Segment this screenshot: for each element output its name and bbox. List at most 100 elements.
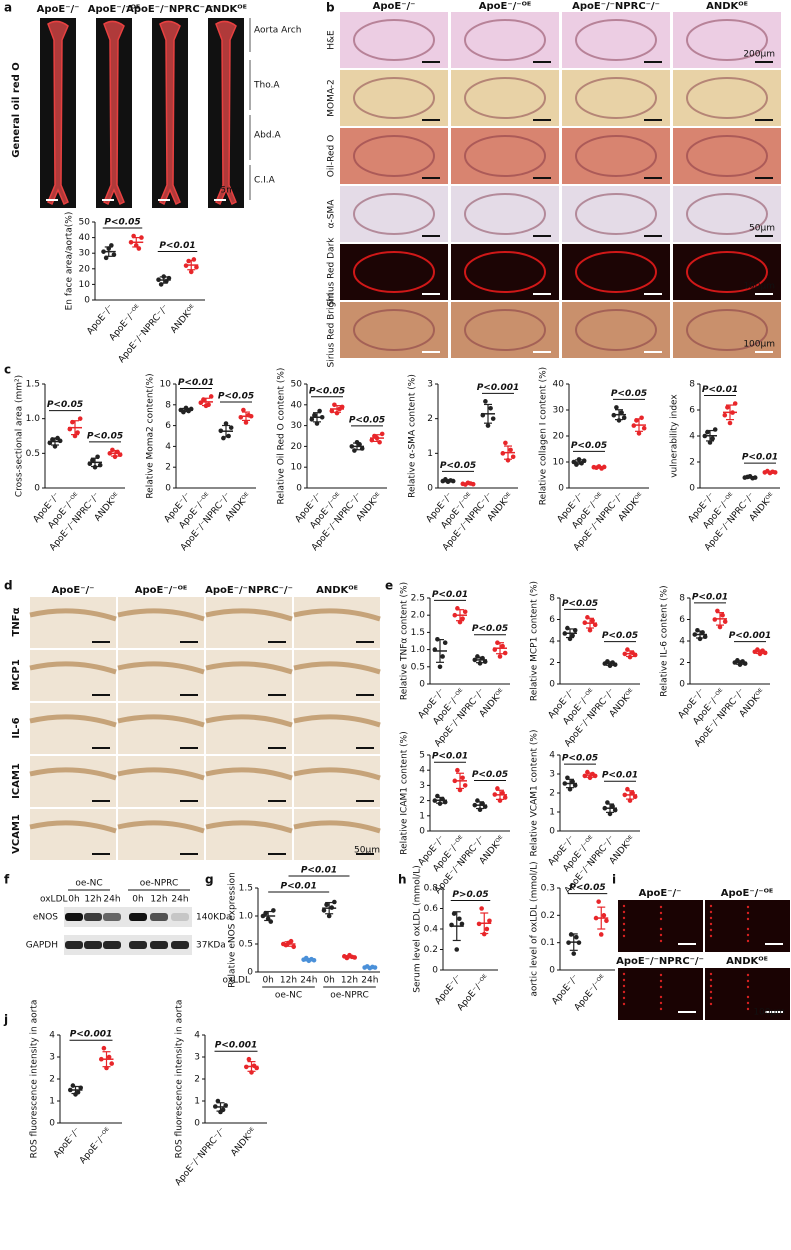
- band-label: eNOS: [33, 913, 58, 923]
- y-tick-label: 0: [679, 680, 685, 690]
- y-tick-label: 4: [549, 751, 555, 761]
- image-panel: [562, 186, 670, 242]
- sig-label: P<0.05: [87, 431, 123, 441]
- image-panel: [30, 809, 116, 860]
- sig-label: P<0.05: [309, 386, 345, 396]
- region-label: Aorta Arch: [254, 26, 301, 36]
- speckle: [709, 904, 713, 908]
- band: [171, 941, 189, 949]
- tissue: [29, 661, 117, 675]
- sig-label: P<0.01: [178, 378, 214, 388]
- dot: [460, 775, 465, 781]
- y-tick-label: 5: [419, 751, 425, 761]
- dot: [110, 447, 115, 453]
- dot: [359, 446, 365, 451]
- dot: [442, 640, 448, 646]
- group-header: ApoE⁻/⁻NPRC⁻/⁻: [572, 1, 660, 12]
- x-tick-label: ANDKᴼᴱ: [229, 1126, 259, 1159]
- speckle: [709, 984, 713, 988]
- scale-label: 200μm: [743, 50, 775, 60]
- dot: [339, 404, 345, 410]
- dot: [106, 1054, 112, 1060]
- y-tick-label: 4: [549, 637, 555, 647]
- group-header: ApoE⁻/⁻NPRC⁻/⁻: [205, 585, 293, 596]
- speckle: [659, 995, 663, 999]
- aorta-shape: [159, 20, 181, 206]
- time-label: 24h: [171, 895, 188, 905]
- sig-label: P<0.01: [159, 241, 195, 251]
- y-tick-label: 10: [553, 458, 565, 468]
- sig-label: P<0.05: [104, 218, 140, 228]
- scale-label: 50μm: [749, 224, 775, 234]
- y-tick-label: 1: [549, 808, 555, 818]
- row-label: IL-6: [11, 717, 22, 738]
- aorta-shape: [215, 20, 237, 206]
- y-tick-label: 20: [291, 442, 303, 452]
- dot: [621, 415, 627, 421]
- y-axis-label: Relative VCAM1 content (%): [530, 730, 540, 857]
- panel-label: h: [398, 873, 407, 887]
- tissue: [293, 820, 381, 834]
- tissue: [205, 608, 293, 622]
- image-panel: [206, 650, 292, 701]
- speckle: [709, 922, 713, 926]
- group-header: ApoE⁻/⁻ᴼᴱ: [88, 4, 140, 15]
- x-tick-label: 0h: [323, 976, 334, 986]
- dot: [488, 405, 493, 411]
- speckle: [709, 928, 713, 932]
- sig-label: P<0.01: [301, 866, 337, 876]
- y-tick-label: 1.5: [26, 380, 40, 390]
- speckle: [622, 1002, 626, 1006]
- y-tick-label: 4: [49, 1031, 55, 1041]
- y-tick-label: 0.5: [239, 940, 253, 950]
- image-panel: [30, 597, 116, 648]
- sig-label: P<0.001: [477, 383, 520, 393]
- speckle: [709, 1002, 713, 1006]
- y-tick-label: 1.5: [239, 884, 253, 894]
- sig-label: P>0.05: [452, 890, 488, 900]
- speckle: [709, 916, 713, 920]
- y-tick-label: 4: [194, 1031, 200, 1041]
- y-tick-label: 1.0: [239, 912, 254, 922]
- speckle: [659, 911, 663, 915]
- time-label: 12h: [150, 895, 167, 905]
- dot: [369, 437, 375, 443]
- dot: [619, 410, 624, 415]
- band-size: 37KDa: [196, 941, 226, 951]
- y-tick-label: 30: [291, 421, 303, 431]
- time-label: 24h: [103, 895, 120, 905]
- tissue: [464, 251, 546, 293]
- image-panel: [118, 597, 204, 648]
- dot: [614, 405, 619, 410]
- image-panel: [294, 597, 380, 648]
- band: [103, 913, 121, 921]
- x-tick-label: ApoE⁻/⁻: [52, 1126, 83, 1160]
- sig-label: P<0.05: [472, 770, 508, 780]
- y-axis-label: Relative collagen I content (%): [539, 367, 549, 505]
- speckle: [709, 978, 713, 982]
- sig-label: P<0.01: [280, 882, 316, 892]
- image-panel: [673, 12, 781, 68]
- dot: [77, 416, 83, 421]
- speckle: [622, 996, 626, 1000]
- dot: [312, 412, 317, 418]
- tissue: [293, 661, 381, 675]
- y-axis-label: vulnerability index: [670, 394, 680, 478]
- y-tick-label: 10: [79, 280, 91, 290]
- speckle: [746, 939, 750, 943]
- image-panel: [118, 756, 204, 807]
- tissue: [575, 77, 657, 119]
- sig-label: P<0.01: [692, 592, 728, 602]
- band: [150, 941, 168, 949]
- group-header: ApoE⁻/⁻: [373, 1, 416, 12]
- dot: [215, 1098, 221, 1104]
- dot: [440, 654, 445, 659]
- row-label: Sirius Red Bright: [327, 292, 337, 367]
- y-tick-label: 0: [419, 827, 425, 837]
- region-label: Abd.A: [254, 131, 281, 141]
- y-tick-label: 0.2: [541, 911, 555, 921]
- y-tick-label: 0.5: [26, 449, 40, 459]
- y-tick-label: 1.0: [26, 414, 41, 424]
- y-tick-label: 0: [247, 968, 253, 978]
